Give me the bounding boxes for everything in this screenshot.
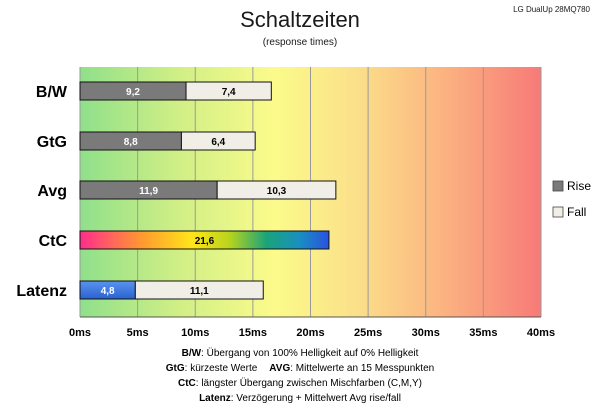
category-label: B/W	[36, 84, 68, 101]
footnote-latenz-text: : Verzögerung + Mittelwert Avg rise/fall	[231, 393, 401, 404]
footnote-bw-key: B/W	[182, 348, 202, 359]
x-tick-label: 35ms	[469, 327, 497, 339]
footnote-latenz: Latenz: Verzögerung + Mittelwert Avg ris…	[199, 393, 401, 404]
footnote-ctc-text: : längster Übergang zwischen Mischfarben…	[196, 377, 422, 389]
footnote-avg-text: : Mittelwerte an 15 Messpunkten	[290, 363, 434, 374]
x-tick-label: 30ms	[412, 327, 440, 339]
x-tick-label: 40ms	[527, 327, 555, 339]
x-tick-label: 15ms	[239, 327, 267, 339]
footnote-latenz-key: Latenz	[199, 393, 231, 404]
footnote-bw-text: : Übergang von 100% Helligkeit auf 0% He…	[201, 347, 419, 359]
footnote-ctc: CtC: längster Übergang zwischen Mischfar…	[178, 377, 422, 389]
bar-fall	[216, 180, 337, 200]
x-tick-label: 0ms	[69, 327, 91, 339]
x-tick-labels: 0ms 5ms 10ms 15ms 20ms 25ms 30ms 35ms 40ms	[69, 327, 555, 339]
monitor-model: LG DualUp 28MQ780	[513, 5, 590, 14]
footnote-bw: B/W: Übergang von 100% Helligkeit auf 0%…	[182, 347, 419, 359]
footnote-ctc-key: CtC	[178, 378, 196, 389]
footnotes: B/W: Übergang von 100% Helligkeit auf 0%…	[166, 347, 434, 404]
footnote-avg-key: AVG	[269, 363, 290, 374]
footnote-gtg-avg: GtG: kürzeste Werte AVG: Mittelwerte an 1…	[166, 363, 434, 374]
bar-ctc-label: 21,6	[195, 236, 215, 247]
legend-rise-label: Rise	[567, 179, 591, 193]
legend-fall-swatch	[552, 206, 564, 218]
x-tick-label: 20ms	[296, 327, 324, 339]
category-label: GtG	[37, 134, 67, 151]
bar-fall-label: 7,4	[222, 87, 236, 98]
x-tick-label: 10ms	[181, 327, 209, 339]
bar-fall-label: 11,1	[190, 286, 209, 297]
bar-rise-label: 11,9	[139, 186, 158, 197]
category-label: CtC	[39, 233, 68, 250]
category-label: Avg	[37, 183, 67, 200]
footnote-gtg-key: GtG	[166, 363, 185, 374]
legend-fall-label: Fall	[567, 205, 586, 219]
bar-fall-label: 6,4	[211, 137, 225, 148]
category-label: Latenz	[16, 283, 67, 300]
bar-latency-label: 4,8	[101, 286, 115, 297]
bar-fall-label: 10,3	[267, 186, 287, 197]
bars-group: 9,2 7,4 8,8 6,4 11,9 10,3 21,6 4,8 11,1	[79, 81, 337, 300]
bar-fall	[180, 131, 256, 151]
bar-ctc	[79, 230, 330, 250]
x-tick-label: 5ms	[127, 327, 149, 339]
bar-fall	[185, 81, 272, 101]
category-labels: B/W GtG Avg CtC Latenz	[16, 84, 68, 300]
legend: Rise Fall	[552, 179, 591, 219]
chart-title: Schaltzeiten	[240, 7, 360, 32]
legend-rise-swatch	[552, 180, 564, 192]
bar-fall	[134, 280, 264, 300]
footnote-gtg-text: : kürzeste Werte	[185, 363, 258, 374]
chart-subtitle: (response times)	[263, 37, 337, 48]
bar-rise-label: 8,8	[124, 137, 138, 148]
bar-rise-label: 9,2	[126, 87, 140, 98]
x-tick-label: 25ms	[354, 327, 382, 339]
